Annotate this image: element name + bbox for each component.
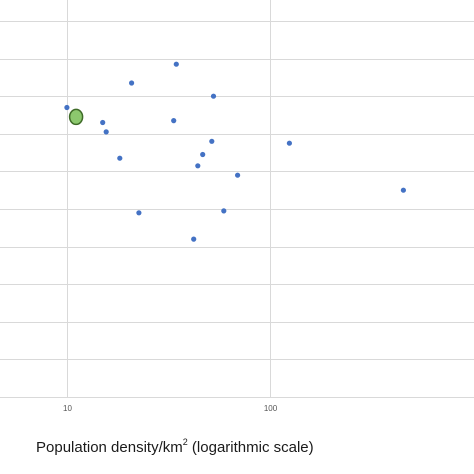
data-point [171, 118, 177, 124]
data-point [400, 187, 406, 193]
x-tick-labels: 10 100 [63, 404, 278, 413]
data-point [103, 129, 109, 135]
data-points [64, 61, 406, 242]
data-point [210, 93, 217, 99]
data-point [117, 155, 123, 161]
data-point [286, 140, 292, 146]
x-tick-label: 10 [63, 404, 72, 413]
highlighted-data-point [68, 108, 84, 126]
horizontal-gridlines [0, 21, 474, 398]
data-point [209, 138, 215, 144]
x-axis-label: Population density/km2 (logarithmic scal… [36, 437, 314, 456]
data-point [173, 61, 179, 67]
data-point [100, 119, 106, 126]
vertical-gridlines [67, 0, 271, 397]
data-point [235, 172, 241, 178]
data-point [129, 80, 135, 86]
x-tick-label: 100 [264, 404, 278, 413]
data-point [221, 208, 227, 214]
data-point [191, 236, 197, 242]
data-point [136, 210, 142, 216]
data-point [195, 163, 201, 169]
data-point [200, 151, 206, 158]
data-point [64, 104, 70, 111]
